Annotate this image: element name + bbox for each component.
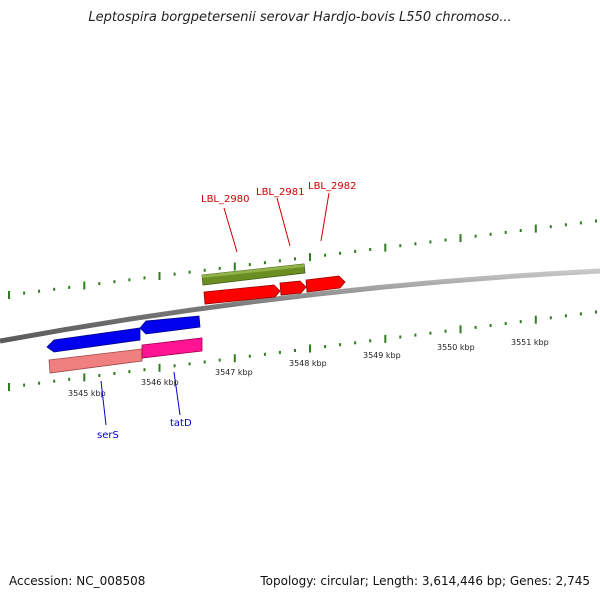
gene-label-tatd[interactable]: tatD bbox=[170, 418, 192, 429]
tick-label-3545: 3545 kbp bbox=[68, 389, 106, 398]
olive-feature[interactable] bbox=[201, 263, 306, 286]
tick-label-3546: 3546 kbp bbox=[141, 378, 179, 387]
gene-arrow-lbl-2982[interactable] bbox=[305, 275, 346, 293]
upper-tick-track bbox=[8, 219, 597, 299]
tick-label-3551: 3551 kbp bbox=[511, 338, 549, 347]
gene-arrow-lbl-2981[interactable] bbox=[279, 280, 307, 296]
gene-arrow-sers[interactable] bbox=[46, 327, 141, 353]
gene-arrow-lbl-2980[interactable] bbox=[203, 284, 281, 305]
leader-line-lbl-2982 bbox=[320, 192, 330, 242]
tick-label-3548: 3548 kbp bbox=[289, 359, 327, 368]
leader-line-sers bbox=[100, 380, 107, 426]
lower-tick-track bbox=[8, 310, 597, 391]
gene-label-sers[interactable]: serS bbox=[97, 430, 119, 441]
tick-label-3549: 3549 kbp bbox=[363, 351, 401, 360]
leader-line-lbl-2981 bbox=[276, 197, 291, 247]
accession-text: Accession: NC_008508 bbox=[9, 574, 146, 588]
map-title: Leptospira borgpetersenii serovar Hardjo… bbox=[88, 10, 512, 25]
gene-label-lbl-2981[interactable]: LBL_2981 bbox=[256, 187, 304, 198]
tick-label-3547: 3547 kbp bbox=[215, 368, 253, 377]
tick-label-3550: 3550 kbp bbox=[437, 343, 475, 352]
leader-line-lbl-2980 bbox=[223, 207, 238, 253]
magenta-feature[interactable] bbox=[141, 337, 203, 359]
topology-summary: Topology: circular; Length: 3,614,446 bp… bbox=[260, 574, 590, 588]
chromosome-backbone bbox=[0, 268, 600, 344]
leader-line-tatd bbox=[173, 371, 181, 416]
gene-label-lbl-2982[interactable]: LBL_2982 bbox=[308, 181, 356, 192]
gene-arrow-tatd[interactable] bbox=[139, 315, 201, 335]
salmon-feature[interactable] bbox=[48, 348, 143, 374]
gene-label-lbl-2980[interactable]: LBL_2980 bbox=[201, 194, 249, 205]
